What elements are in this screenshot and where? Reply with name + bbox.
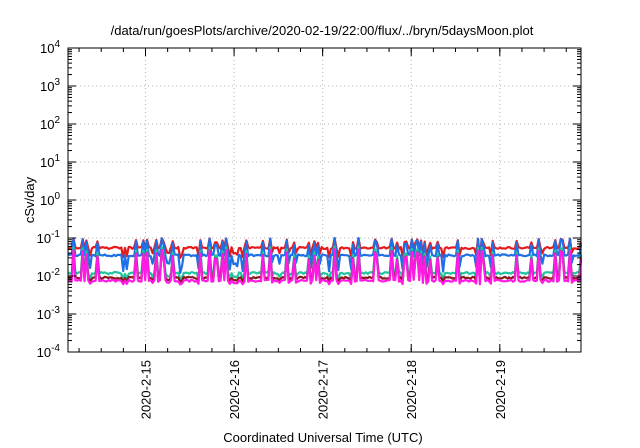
ticks: [68, 47, 581, 353]
series-line-2: [67, 237, 583, 274]
series-line-5: [67, 248, 583, 286]
y-axis-label: cSv/day: [22, 176, 37, 223]
y-tick-label: 10-4: [37, 343, 61, 360]
series-line-1: [67, 236, 583, 259]
chart-title: /data/run/goesPlots/archive/2020-02-19/2…: [111, 23, 534, 38]
y-tick-label: 104: [40, 39, 60, 56]
x-tick-label: 2020-2-15: [139, 360, 154, 419]
y-tick-label: 10-3: [37, 305, 61, 322]
y-tick-labels: 104 103 102 101 100 10-1 10-2 10-3 10-4: [37, 39, 61, 360]
y-tick-label: 101: [40, 153, 60, 170]
y-tick-label: 102: [40, 115, 60, 132]
x-tick-label: 2020-2-16: [227, 360, 242, 419]
x-tick-labels: 2020-2-15 2020-2-16 2020-2-17 2020-2-18 2020…: [139, 360, 508, 419]
x-tick-label: 2020-2-17: [316, 360, 331, 419]
x-axis-label: Coordinated Universal Time (UTC): [223, 430, 422, 445]
y-tick-label: 10-2: [37, 267, 61, 284]
y-tick-label: 10-1: [37, 229, 61, 246]
grid: [68, 48, 581, 352]
y-tick-label: 103: [40, 77, 60, 94]
x-tick-label: 2020-2-18: [404, 360, 419, 419]
y-tick-label: 100: [40, 191, 60, 208]
x-tick-label: 2020-2-19: [493, 360, 508, 419]
series-group: [67, 236, 583, 286]
